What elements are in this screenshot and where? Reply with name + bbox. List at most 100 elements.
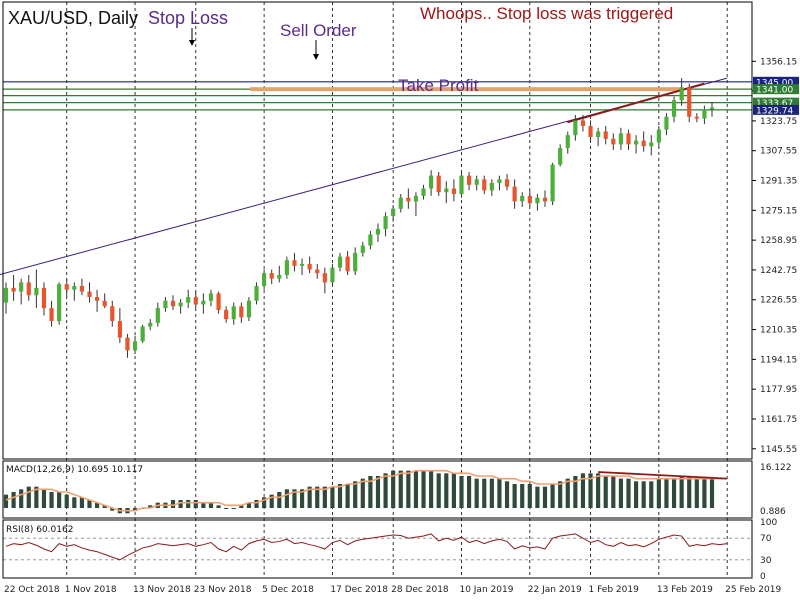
candle-down <box>95 297 100 301</box>
candle-down <box>64 284 69 290</box>
y-tick-label: 1323.75 <box>760 117 797 127</box>
y-tick-label: 1242.75 <box>760 266 797 276</box>
candle-up <box>178 302 183 307</box>
macd-histogram-bar <box>406 470 411 508</box>
macd-histogram-bar <box>110 507 115 511</box>
candle-down <box>269 273 274 279</box>
macd-histogram-bar <box>368 475 373 508</box>
candle-up <box>254 286 259 301</box>
macd-histogram-bar <box>603 475 608 508</box>
candle-down <box>102 300 107 307</box>
candle-up <box>19 282 24 292</box>
x-tick-label: 5 Dec 2018 <box>262 585 314 595</box>
candle-up <box>299 263 305 266</box>
candle-down <box>345 256 350 272</box>
x-tick-label: 25 Feb 2019 <box>725 585 781 595</box>
macd-histogram-bar <box>391 470 396 508</box>
macd-histogram-bar <box>633 481 639 508</box>
candle-down <box>216 293 221 310</box>
candle-down <box>193 297 198 305</box>
x-tick-label: 13 Nov 2018 <box>133 585 191 595</box>
macd-histogram-bar <box>421 470 426 508</box>
candle-up <box>140 326 145 342</box>
candle-up <box>413 195 419 202</box>
candle-down <box>504 179 510 187</box>
candle-up <box>489 183 494 191</box>
candle-up <box>231 306 236 320</box>
macd-histogram-bar <box>626 478 631 508</box>
price-panel <box>0 28 752 358</box>
macd-panel-frame <box>2 460 753 519</box>
candle-up <box>429 175 434 189</box>
y-tick-label: 1291.35 <box>760 177 797 187</box>
price-panel-frame <box>2 1 753 460</box>
annotations: XAU/USD, Daily Stop Loss Sell Order Take… <box>6 4 673 535</box>
candle-up <box>57 284 62 321</box>
candle-up <box>649 142 654 147</box>
candle-down <box>611 138 616 145</box>
take-profit-label: Take Profit <box>398 76 479 95</box>
macd-histogram-bar <box>580 473 586 508</box>
macd-histogram-bar <box>34 486 39 508</box>
sell-order-band <box>250 87 682 92</box>
sell-order-price-tag <box>753 84 799 95</box>
rsi-line <box>5 533 728 561</box>
macd-histogram-bar <box>656 478 661 508</box>
macd-panel <box>3 469 728 514</box>
macd-histogram-bar <box>315 486 320 508</box>
macd-histogram-bar <box>307 486 312 508</box>
candle-up <box>520 195 525 202</box>
candle-up <box>573 120 578 136</box>
candle-up <box>656 129 661 143</box>
macd-histogram-bar <box>79 497 85 508</box>
stop-loss-price-tag <box>753 76 799 87</box>
macd-histogram-bar <box>246 502 252 508</box>
candle-down <box>482 179 487 191</box>
candle-up <box>497 179 502 183</box>
macd-histogram-bar <box>550 483 555 508</box>
rsi-tick-label: 30 <box>760 556 772 566</box>
macd-histogram-bar <box>148 505 153 508</box>
macd-histogram-bar <box>679 475 684 508</box>
macd-histogram-bar <box>353 481 358 508</box>
macd-histogram-bar <box>269 494 274 508</box>
rsi-tick-label: 70 <box>760 534 772 544</box>
sell-order-price-tag-label: 1341.00 <box>756 86 793 96</box>
candle-up <box>550 164 555 202</box>
macd-label: MACD(12,26,9) 10.695 10.117 <box>6 465 143 475</box>
candle-down <box>49 308 54 321</box>
macd-histogram-bar <box>201 502 206 508</box>
macd-histogram-bar <box>322 486 327 508</box>
candle-up <box>360 245 365 253</box>
macd-histogram-bar <box>451 473 456 508</box>
macd-bottom-tick-label: 0.886 <box>760 507 786 517</box>
macd-histogram-bar <box>193 499 198 508</box>
level-1333-price-tag-label: 1333.67 <box>756 99 793 109</box>
take-profit-price-tag-label: 1329.74 <box>756 106 793 116</box>
macd-histogram-bar <box>299 489 305 508</box>
macd-histogram-bar <box>459 475 464 508</box>
y-tick-label: 1210.35 <box>760 326 797 336</box>
candle-up <box>277 275 282 279</box>
candle-down <box>626 133 631 145</box>
candle-down <box>451 188 456 195</box>
macd-histogram-bar <box>429 470 434 508</box>
macd-histogram-bar <box>345 483 350 508</box>
stop-loss-label: Stop Loss <box>148 8 228 28</box>
macd-histogram-bar <box>520 483 525 508</box>
y-tick-label: 1177.95 <box>760 385 797 395</box>
macd-histogram-bar <box>466 475 472 508</box>
macd-histogram-bar <box>542 486 548 508</box>
macd-histogram-bar <box>360 478 365 508</box>
candle-down <box>527 195 532 204</box>
x-tick-label: 23 Nov 2018 <box>194 585 252 595</box>
macd-histogram-bar <box>337 483 343 508</box>
macd-histogram-bar <box>482 478 487 508</box>
candle-up <box>3 287 9 303</box>
macd-histogram-bar <box>413 470 419 508</box>
candle-up <box>444 188 449 193</box>
y-tick-label: 1194.15 <box>760 355 797 365</box>
y-tick-label: 1356.15 <box>760 57 797 67</box>
candle-down <box>580 120 586 126</box>
